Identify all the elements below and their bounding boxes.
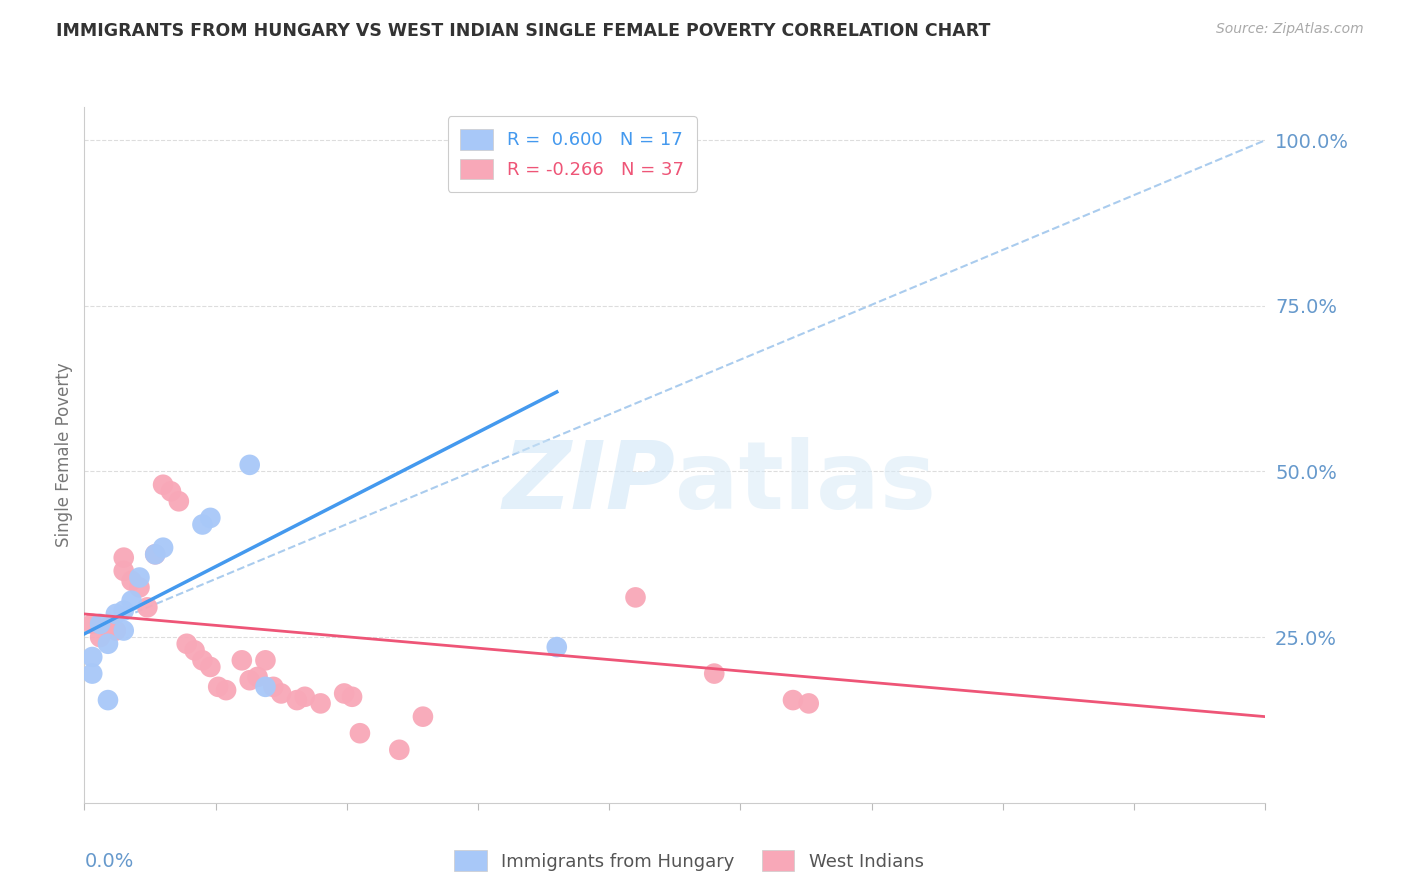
- Point: [294, 690, 316, 704]
- Point: [82, 650, 104, 665]
- Legend: R =  0.600   N = 17, R = -0.266   N = 37: R = 0.600 N = 17, R = -0.266 N = 37: [447, 116, 697, 192]
- Point: [136, 600, 159, 615]
- Point: [97, 620, 120, 634]
- Point: [143, 547, 166, 561]
- Point: [254, 653, 277, 667]
- Point: [112, 604, 135, 618]
- Text: Source: ZipAtlas.com: Source: ZipAtlas.com: [1216, 22, 1364, 37]
- Point: [782, 693, 804, 707]
- Point: [285, 693, 308, 707]
- Point: [97, 637, 120, 651]
- Point: [82, 616, 104, 631]
- Point: [254, 680, 277, 694]
- Point: [797, 697, 820, 711]
- Point: [104, 624, 127, 638]
- Point: [231, 653, 253, 667]
- Point: [207, 680, 229, 694]
- Text: IMMIGRANTS FROM HUNGARY VS WEST INDIAN SINGLE FEMALE POVERTY CORRELATION CHART: IMMIGRANTS FROM HUNGARY VS WEST INDIAN S…: [56, 22, 991, 40]
- Y-axis label: Single Female Poverty: Single Female Poverty: [55, 363, 73, 547]
- Point: [200, 511, 222, 525]
- Point: [703, 666, 725, 681]
- Point: [89, 616, 111, 631]
- Point: [112, 550, 135, 565]
- Point: [239, 458, 262, 472]
- Point: [112, 624, 135, 638]
- Point: [262, 680, 284, 694]
- Point: [191, 517, 214, 532]
- Point: [388, 743, 411, 757]
- Text: 0.0%: 0.0%: [84, 852, 134, 871]
- Point: [104, 607, 127, 621]
- Point: [183, 643, 205, 657]
- Legend: Immigrants from Hungary, West Indians: Immigrants from Hungary, West Indians: [447, 843, 931, 879]
- Point: [89, 630, 111, 644]
- Point: [246, 670, 269, 684]
- Point: [82, 666, 104, 681]
- Point: [121, 574, 143, 588]
- Point: [340, 690, 363, 704]
- Text: atlas: atlas: [675, 437, 936, 529]
- Point: [152, 477, 174, 491]
- Point: [239, 673, 262, 688]
- Point: [167, 494, 190, 508]
- Point: [128, 581, 150, 595]
- Point: [349, 726, 371, 740]
- Point: [191, 653, 214, 667]
- Text: ZIP: ZIP: [502, 437, 675, 529]
- Point: [270, 686, 292, 700]
- Point: [624, 591, 647, 605]
- Point: [309, 697, 332, 711]
- Point: [143, 547, 166, 561]
- Point: [152, 541, 174, 555]
- Point: [160, 484, 183, 499]
- Point: [200, 660, 222, 674]
- Point: [333, 686, 356, 700]
- Point: [546, 640, 568, 654]
- Point: [97, 693, 120, 707]
- Point: [112, 564, 135, 578]
- Point: [176, 637, 198, 651]
- Point: [412, 709, 434, 723]
- Point: [215, 683, 238, 698]
- Point: [128, 570, 150, 584]
- Point: [121, 593, 143, 607]
